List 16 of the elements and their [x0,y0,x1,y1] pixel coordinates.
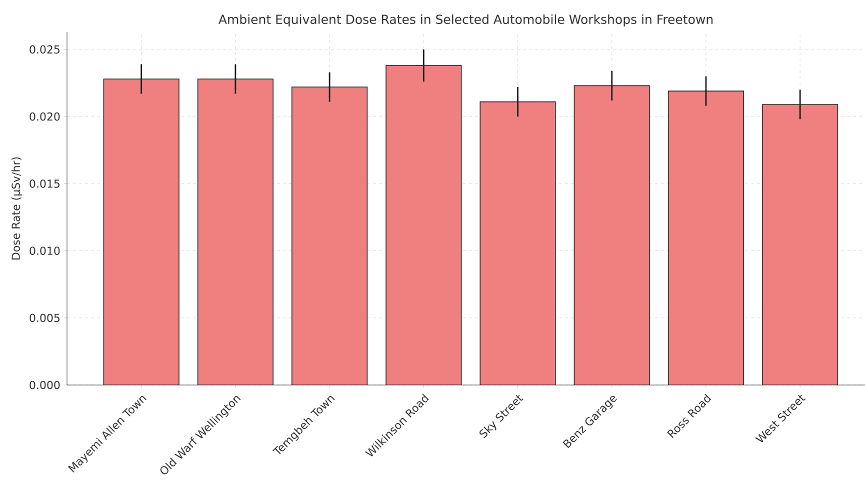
y-tick-label: 0.010 [30,246,60,255]
bar [480,101,556,386]
bar [386,65,462,386]
bar [197,78,274,386]
bar [668,90,744,386]
y-tick-label: 0.020 [30,112,60,121]
y-tick-label: 0.000 [30,380,60,390]
bar [762,104,838,386]
y-axis-title: Dose Rate (µSv/hr) [11,157,22,260]
chart-title: Ambient Equivalent Dose Rates in Selected Automobile Workshops in Freetown [218,14,713,26]
y-tick-label: 0.015 [30,180,60,188]
bar [574,85,650,386]
bar [103,78,180,386]
y-tick-label: 0.005 [30,314,60,322]
y-tick-label: 0.025 [30,45,60,54]
bar [292,86,368,386]
